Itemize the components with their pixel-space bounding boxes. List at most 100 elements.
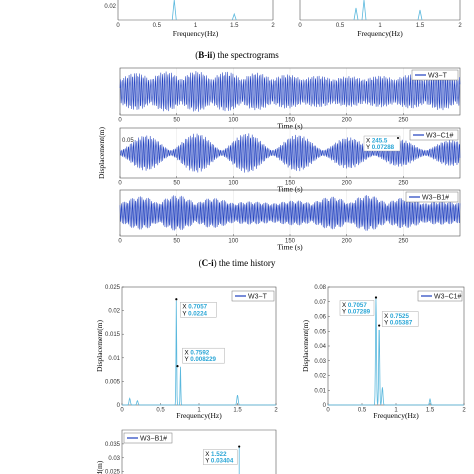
x-tick-label: 1.5	[426, 408, 435, 414]
spectrum-peak	[361, 0, 367, 21]
legend-box	[231, 290, 275, 302]
spectrum-peak	[353, 7, 359, 21]
y-tick-label: 0.035	[105, 442, 121, 448]
y-tick-label: 0.08	[314, 285, 326, 291]
datatip-x: X 245.5	[366, 137, 388, 144]
legend-label: W3−T	[248, 294, 268, 301]
datatip-marker	[374, 296, 378, 299]
y-tick-label: 0.02	[108, 309, 120, 315]
x-tick-label: 150	[285, 239, 296, 245]
datatip-y: Y 0.03404	[205, 458, 234, 465]
y-tick-label: 0.025	[105, 285, 121, 291]
x-tick-label: 2	[458, 23, 462, 29]
spectrum-line	[121, 300, 277, 406]
datatip-x: X 0.7592	[184, 349, 209, 356]
datatip-y: Y 0.0224	[182, 310, 207, 317]
x-tick-label: 50	[173, 239, 180, 245]
legend-box	[417, 290, 463, 302]
signal-line	[119, 195, 461, 231]
datatip-x: X 1.522	[205, 451, 227, 458]
legend-box	[409, 129, 459, 141]
x-tick-label: 0.5	[156, 408, 165, 414]
y-axis-label: d(m)	[95, 460, 104, 474]
x-tick-label: 200	[342, 181, 353, 187]
datatip-marker	[175, 298, 178, 301]
x-axis-label: Frequency(Hz)	[373, 411, 419, 420]
x-axis-label: Frequency(Hz)	[357, 29, 403, 38]
legend-label: W3−B1#	[422, 195, 449, 202]
x-tick-label: 250	[398, 181, 409, 187]
x-axis-label: Time (s)	[277, 243, 303, 252]
x-tick-label: 0	[118, 181, 122, 187]
datatip-marker	[378, 324, 381, 327]
x-tick-label: 1.5	[230, 23, 239, 29]
datatip-marker	[238, 445, 241, 448]
x-tick-label: 2	[271, 23, 275, 29]
top-left-spectrum-panel: 0 0.5 1 1.5 2 0.02 Frequency(Hz)	[104, 0, 275, 38]
time-history-w3-t-panel: 0 50 100 150 200 250 Time (s) W3−T	[118, 67, 461, 131]
x-tick-label: 0	[298, 23, 302, 29]
datatip-box	[363, 135, 401, 152]
x-tick-label: 0	[118, 239, 122, 245]
x-tick-label: 0	[120, 408, 124, 414]
y-tick-label: 0.05	[122, 138, 134, 144]
spectrum-w3-t-panel: 0 0.5 1 1.5 2 Frequency(Hz) 0 0.005 0.01 0.015 0.0…	[95, 285, 278, 420]
x-tick-label: 100	[228, 118, 239, 124]
datatip-box	[339, 300, 375, 316]
x-tick-label: 1.5	[233, 408, 242, 414]
datatip-marker	[397, 137, 399, 139]
spectrum-peak	[417, 9, 423, 21]
datatip-box	[180, 302, 217, 318]
y-axis-label: Displacement(m)	[97, 126, 106, 179]
x-axis-label: Time (s)	[277, 185, 303, 194]
datatip-x: X 0.7057	[342, 302, 367, 309]
y-tick-label: 0.05	[314, 329, 326, 335]
y-tick-label: 0.005	[105, 379, 121, 385]
x-tick-label: 150	[285, 118, 296, 124]
legend-box	[411, 69, 459, 81]
x-tick-label: 2	[462, 408, 466, 414]
legend-label: W3−T	[428, 73, 448, 80]
x-tick-label: 50	[173, 181, 180, 187]
x-tick-label: 1	[194, 23, 198, 29]
y-tick-label: 0	[117, 403, 121, 409]
caption-c-i: (C-i) the time history	[199, 258, 276, 268]
datatip-box	[182, 347, 225, 364]
x-tick-label: 2	[274, 408, 278, 414]
x-tick-label: 1	[394, 408, 398, 414]
datatip-x: X 0.7057	[182, 304, 207, 311]
y-tick-label: 0.04	[314, 344, 326, 350]
y-tick-label: 0.01	[314, 388, 326, 394]
x-tick-label: 100	[228, 239, 239, 245]
y-tick-label: 0.02	[314, 374, 326, 380]
x-axis-label: Frequency(Hz)	[173, 29, 219, 38]
legend-label: W3−C1#	[426, 133, 454, 140]
y-tick-label: 0.02	[104, 4, 116, 10]
x-tick-label: 150	[285, 181, 296, 187]
x-tick-label: 50	[173, 118, 180, 124]
datatip-x: X 0.7525	[384, 313, 409, 320]
legend-label: W3−B1#	[140, 436, 167, 443]
datatip-box	[381, 311, 419, 327]
legend-label: W3−C1#	[434, 294, 462, 301]
x-tick-label: 250	[398, 118, 409, 124]
spectrum-peak	[231, 12, 237, 21]
y-axis-label: Displacement(m)	[301, 319, 310, 372]
x-tick-label: 0	[326, 408, 330, 414]
x-tick-label: 0.5	[153, 23, 162, 29]
y-axis-label: Displacement(m)	[95, 319, 104, 372]
spectrum-line	[327, 297, 465, 406]
legend-box	[405, 191, 459, 203]
plot-frame	[121, 429, 277, 474]
y-tick-label: 0	[323, 403, 327, 409]
x-tick-label: 0	[118, 118, 122, 124]
x-axis-label: Frequency(Hz)	[176, 411, 222, 420]
datatip-y: Y 0.008229	[184, 356, 216, 363]
x-tick-label: 0	[116, 23, 120, 29]
datatip-y: Y 0.07289	[342, 308, 371, 315]
signal-line	[119, 71, 461, 112]
x-tick-label: 1	[197, 408, 201, 414]
y-tick-label: 0.07	[314, 300, 326, 306]
